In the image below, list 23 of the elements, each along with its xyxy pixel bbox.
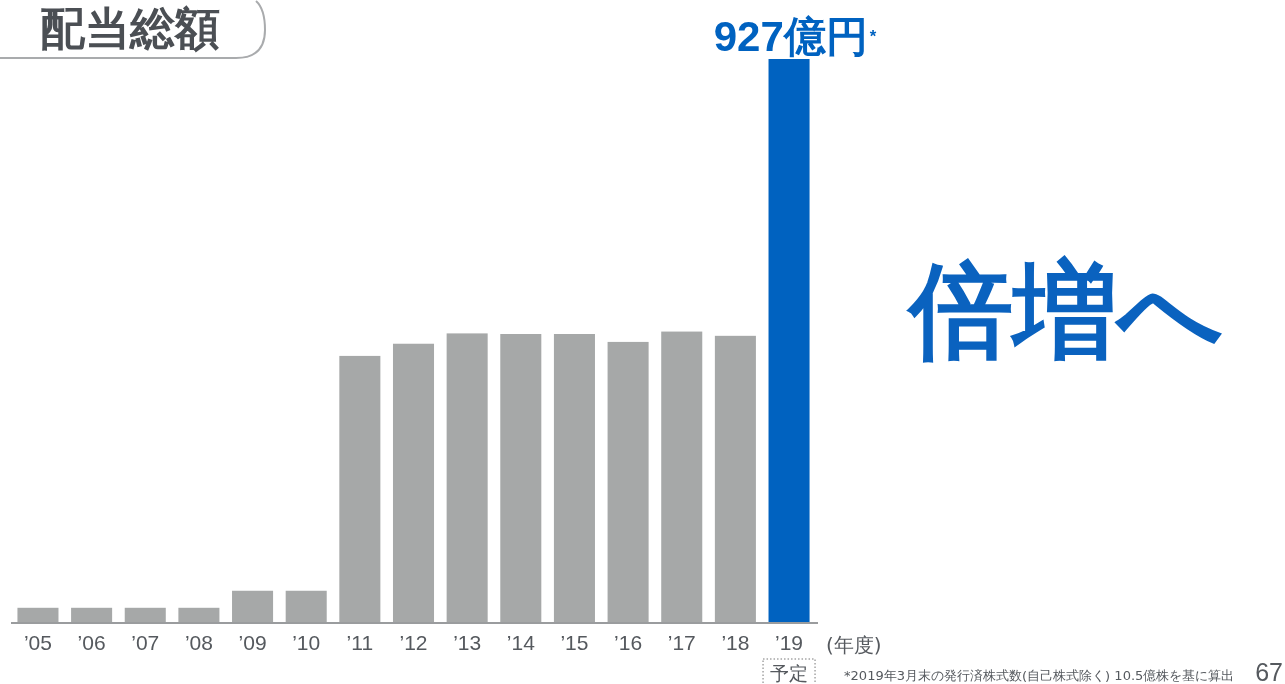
x-tick-label: ’18 <box>721 630 750 654</box>
x-tick-label: ’14 <box>506 630 536 654</box>
x-tick-label: ’16 <box>614 630 643 654</box>
text: 倍増へ <box>906 250 1223 372</box>
x-tick-label: ’13 <box>453 630 482 654</box>
x-axis-title: (年度) <box>826 633 882 657</box>
x-tick-label: ’19 <box>775 630 804 654</box>
text: 予定 <box>770 662 809 684</box>
x-tick-label: ’15 <box>560 630 589 654</box>
data-label: 927億円$^{*}$ <box>713 13 877 60</box>
x-tick-label: ’06 <box>77 630 106 654</box>
x-tick-label: ’17 <box>667 630 696 654</box>
bar <box>768 59 810 623</box>
x-tick-label: ’05 <box>23 630 52 654</box>
x-tick-label: ’12 <box>399 630 428 654</box>
x-tick-label: ’09 <box>238 630 267 654</box>
x-tick-label: ’08 <box>184 630 213 654</box>
text: *2019年3月末の発行済株式数(自己株式除く) 10.5億株を基に算出 <box>844 668 1235 683</box>
chart-title: 配当総額 <box>40 2 220 55</box>
text: 67 <box>1255 658 1283 684</box>
x-tick-label: ’11 <box>346 630 374 654</box>
x-tick-label: ’10 <box>292 630 321 654</box>
x-tick-label: ’07 <box>131 630 160 654</box>
